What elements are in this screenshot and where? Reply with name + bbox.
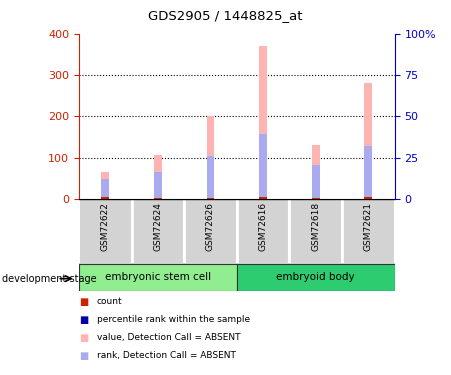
Bar <box>364 197 372 199</box>
Text: count: count <box>97 297 123 306</box>
Text: development stage: development stage <box>2 274 97 284</box>
Bar <box>237 199 290 264</box>
Text: percentile rank within the sample: percentile rank within the sample <box>97 315 250 324</box>
Bar <box>101 172 109 199</box>
Text: embryonic stem cell: embryonic stem cell <box>105 273 211 282</box>
Text: GSM72624: GSM72624 <box>153 202 162 251</box>
Text: embryoid body: embryoid body <box>276 273 355 282</box>
Bar <box>207 156 214 199</box>
Text: GSM72621: GSM72621 <box>364 202 373 251</box>
Bar <box>207 116 214 199</box>
Bar <box>364 83 372 199</box>
Bar <box>259 196 267 199</box>
Bar <box>101 196 109 199</box>
Text: ■: ■ <box>79 351 88 361</box>
Bar <box>364 146 372 199</box>
Text: value, Detection Call = ABSENT: value, Detection Call = ABSENT <box>97 333 240 342</box>
Bar <box>101 179 109 199</box>
Text: ■: ■ <box>79 333 88 343</box>
Bar <box>312 145 320 199</box>
Bar <box>207 198 214 199</box>
Bar <box>312 165 320 199</box>
Bar <box>290 199 342 264</box>
Bar <box>154 198 162 199</box>
Bar <box>184 199 237 264</box>
Text: rank, Detection Call = ABSENT: rank, Detection Call = ABSENT <box>97 351 236 360</box>
Text: GSM72618: GSM72618 <box>311 202 320 251</box>
Text: GSM72626: GSM72626 <box>206 202 215 251</box>
Bar <box>154 155 162 199</box>
Text: ■: ■ <box>79 315 88 325</box>
Bar <box>342 199 395 264</box>
Text: GDS2905 / 1448825_at: GDS2905 / 1448825_at <box>148 9 303 22</box>
Bar <box>312 198 320 199</box>
Bar <box>154 172 162 199</box>
Text: GSM72622: GSM72622 <box>101 202 110 251</box>
Text: GSM72616: GSM72616 <box>258 202 267 251</box>
Bar <box>132 199 184 264</box>
Bar <box>237 264 395 291</box>
Text: ■: ■ <box>79 297 88 307</box>
Bar <box>79 264 237 291</box>
Bar <box>259 46 267 199</box>
Bar <box>79 199 132 264</box>
Bar <box>259 134 267 199</box>
